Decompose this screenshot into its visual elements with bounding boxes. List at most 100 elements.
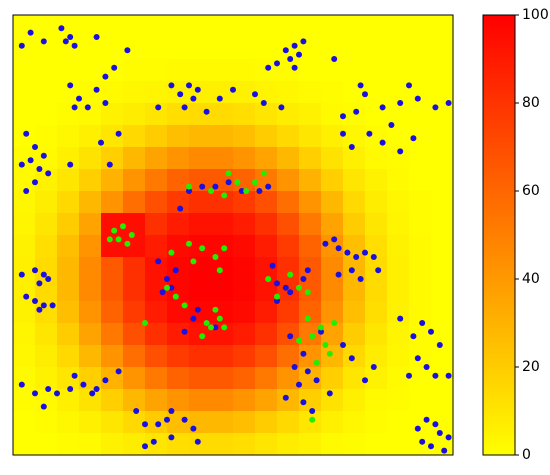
heat-cell	[167, 411, 190, 434]
heat-cell	[13, 389, 36, 412]
heat-cell	[343, 213, 366, 236]
heat-cell	[189, 15, 212, 38]
scatter-point	[366, 130, 373, 137]
heat-cell	[101, 169, 124, 192]
heat-cell	[277, 367, 300, 390]
scatter-point	[252, 179, 258, 186]
heat-cell	[343, 389, 366, 412]
scatter-point	[102, 73, 109, 80]
scatter-point	[93, 86, 100, 93]
heat-cell	[79, 345, 102, 368]
heat-cell	[277, 169, 300, 192]
heat-cell	[79, 389, 102, 412]
heat-cell	[299, 235, 322, 258]
scatter-point	[410, 135, 417, 142]
scatter-point	[212, 306, 219, 313]
scatter-point	[177, 91, 184, 98]
heat-cell	[123, 59, 146, 82]
heat-cell	[211, 15, 234, 38]
scatter-point	[98, 139, 104, 146]
scatter-point	[296, 51, 302, 58]
scatter-point	[287, 271, 294, 278]
heat-cell	[299, 15, 322, 38]
heat-cell	[123, 279, 146, 302]
heat-cell	[35, 81, 58, 104]
heat-cell	[13, 213, 36, 236]
heat-cell	[431, 169, 454, 192]
heat-cell	[343, 433, 366, 456]
scatter-point	[296, 337, 302, 344]
heat-cell	[79, 257, 102, 280]
heat-cell	[409, 81, 432, 104]
heat-cell	[211, 345, 234, 368]
scatter-point	[304, 315, 311, 322]
scatter-point	[291, 42, 298, 49]
scatter-point	[397, 315, 404, 322]
heat-cell	[145, 389, 168, 412]
scatter-point	[172, 267, 179, 274]
scatter-point	[419, 320, 426, 326]
heat-cell	[13, 301, 36, 324]
scatter-point	[216, 95, 223, 102]
heat-cell	[299, 191, 322, 214]
heat-cell	[387, 433, 410, 456]
heat-cell	[233, 279, 256, 302]
heat-cell	[277, 301, 300, 324]
heat-cell	[101, 213, 124, 236]
heat-cell	[211, 433, 234, 456]
heat-cell	[35, 169, 58, 192]
scatter-point	[216, 267, 223, 274]
heat-cell	[79, 323, 102, 346]
heat-cell	[233, 367, 256, 390]
heat-cell	[57, 301, 80, 324]
scatter-point	[124, 240, 131, 247]
scatter-point	[265, 64, 272, 71]
heat-cell	[57, 411, 80, 434]
heat-cell	[299, 147, 322, 170]
scatter-point	[102, 377, 109, 384]
scatter-point	[348, 355, 355, 362]
heat-cell	[255, 81, 278, 104]
scatter-point	[115, 130, 122, 137]
scatter-point	[221, 324, 228, 331]
heat-cell	[365, 323, 388, 346]
heat-cell	[189, 389, 212, 412]
heat-cell	[365, 301, 388, 324]
heat-cell	[57, 37, 80, 60]
heat-cell	[13, 37, 36, 60]
heat-cell	[365, 81, 388, 104]
heat-cell	[189, 191, 212, 214]
heat-cell	[387, 169, 410, 192]
heat-cell	[79, 169, 102, 192]
heat-cell	[57, 433, 80, 456]
heat-cell	[57, 235, 80, 258]
heat-cell	[277, 411, 300, 434]
scatter-point	[256, 188, 263, 194]
heat-cell	[299, 279, 322, 302]
scatter-point	[243, 188, 250, 194]
scatter-point	[186, 240, 192, 247]
heat-cell	[167, 257, 190, 280]
scatter-point	[318, 328, 324, 335]
scatter-point	[379, 104, 386, 111]
scatter-point	[142, 421, 148, 428]
scatter-point	[318, 324, 324, 331]
scatter-point	[423, 416, 430, 423]
heat-cell	[321, 103, 344, 126]
heat-cell	[167, 59, 190, 82]
scatter-point	[168, 434, 175, 441]
scatter-point	[282, 394, 289, 401]
heat-cell	[387, 15, 410, 38]
scatter-point	[142, 320, 148, 326]
scatter-point	[260, 100, 267, 106]
scatter-point	[353, 254, 360, 260]
scatter-point	[194, 438, 201, 445]
scatter-point	[296, 284, 302, 291]
colorbar-ticks: 0 20 40 60 80 100	[515, 7, 549, 463]
heat-cell	[123, 433, 146, 456]
heat-cell	[13, 433, 36, 456]
scatter-point	[300, 399, 307, 406]
heat-cell	[343, 147, 366, 170]
heat-cell	[233, 235, 256, 258]
scatter-point	[168, 284, 175, 291]
